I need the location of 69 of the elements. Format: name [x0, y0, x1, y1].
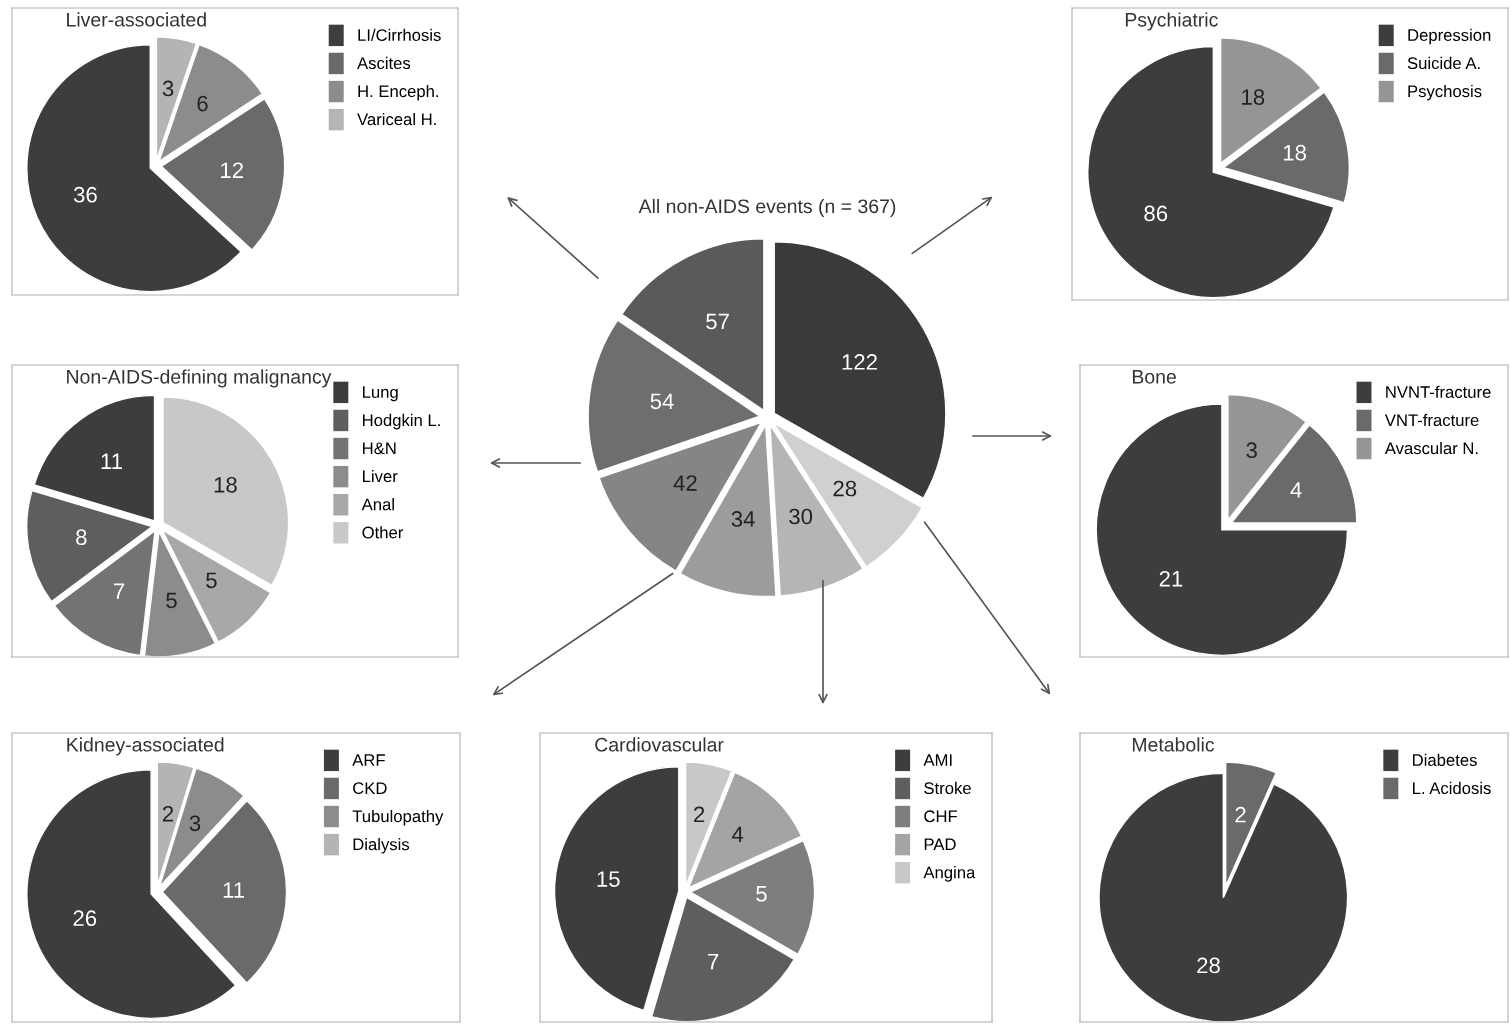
- data-label: 30: [789, 508, 813, 525]
- data-label: 122: [842, 354, 877, 370]
- legend-label: Psychosis: [1408, 84, 1482, 101]
- chart-title: Psychiatric: [1125, 12, 1218, 31]
- legend-label: ARF: [352, 754, 385, 766]
- data-label: 34: [731, 511, 755, 527]
- legend-label: AMI: [923, 754, 952, 766]
- data-label: 21: [1159, 570, 1183, 587]
- data-label: 5: [166, 592, 177, 609]
- chart-title: Non-AIDS-defining malignancy: [67, 369, 332, 388]
- legend-label: Other: [362, 526, 404, 539]
- chart-title: Liver-associated: [67, 12, 206, 27]
- data-label: 42: [673, 475, 697, 491]
- data-label: 7: [708, 953, 719, 970]
- legend-label: Angina: [923, 866, 976, 882]
- legend-label: L. Acidosis: [1413, 781, 1491, 795]
- data-label: 7: [114, 583, 125, 599]
- legend-label: NVNT-fracture: [1386, 385, 1491, 398]
- legend-label: Anal: [361, 498, 394, 511]
- legend-label: Ascites: [357, 56, 411, 70]
- legend-label: Tubulopathy: [352, 809, 444, 826]
- data-label: 3: [189, 815, 201, 832]
- data-label: 6: [197, 95, 208, 112]
- data-label: 11: [101, 453, 122, 469]
- legend-label: Diabetes: [1413, 753, 1477, 766]
- chart-title: All non-AIDS events (n = 367): [638, 198, 896, 218]
- legend-label: Variceal H.: [357, 113, 436, 126]
- legend-label: H&N: [363, 442, 396, 455]
- legend-label: Lung: [363, 386, 398, 402]
- data-label: 54: [650, 393, 674, 410]
- data-label: 5: [206, 572, 217, 589]
- legend-label: Suicide A.: [1407, 56, 1480, 70]
- legend-label: VNT-fracture: [1384, 413, 1479, 427]
- data-label: 28: [833, 480, 857, 497]
- data-label: 4: [1290, 482, 1302, 498]
- data-label: 28: [1197, 957, 1220, 974]
- data-label: 4: [732, 826, 744, 842]
- chart-title: Kidney-associated: [67, 737, 224, 756]
- legend-label: Hodgkin L.: [363, 413, 440, 430]
- legend-label: Stroke: [924, 781, 971, 795]
- data-label: 8: [76, 529, 87, 546]
- data-label: 2: [1235, 806, 1246, 823]
- data-label: 12: [221, 162, 243, 178]
- data-label: 18: [1283, 144, 1306, 161]
- legend-label: CHF: [924, 810, 958, 823]
- data-label: 36: [73, 186, 97, 203]
- chart-title: Cardiovascular: [595, 737, 724, 752]
- data-label: 3: [1246, 442, 1257, 459]
- data-label: 5: [756, 886, 767, 902]
- data-label: 11: [223, 882, 244, 898]
- chart-title: Metabolic: [1132, 737, 1215, 752]
- data-label: 15: [597, 871, 620, 887]
- data-label: 18: [214, 476, 237, 493]
- legend-label: H. Enceph.: [358, 84, 438, 101]
- data-label: 2: [694, 806, 705, 823]
- legend-label: CKD: [353, 782, 387, 795]
- legend-label: LI/Cirrhosis: [358, 28, 441, 41]
- chart-title: Bone: [1132, 370, 1176, 384]
- legend-label: PAD: [924, 838, 956, 851]
- legend-label: Dialysis: [353, 838, 410, 854]
- legend-label: Depression: [1408, 28, 1491, 45]
- legend-label: Liver: [363, 470, 398, 483]
- data-label: 26: [73, 910, 97, 927]
- data-label: 2: [162, 805, 174, 822]
- data-label: 57: [706, 313, 729, 330]
- data-label: 18: [1242, 89, 1265, 105]
- data-label: 86: [1144, 205, 1168, 222]
- legend-label: Avascular N.: [1384, 441, 1478, 455]
- data-label: 3: [162, 80, 174, 97]
